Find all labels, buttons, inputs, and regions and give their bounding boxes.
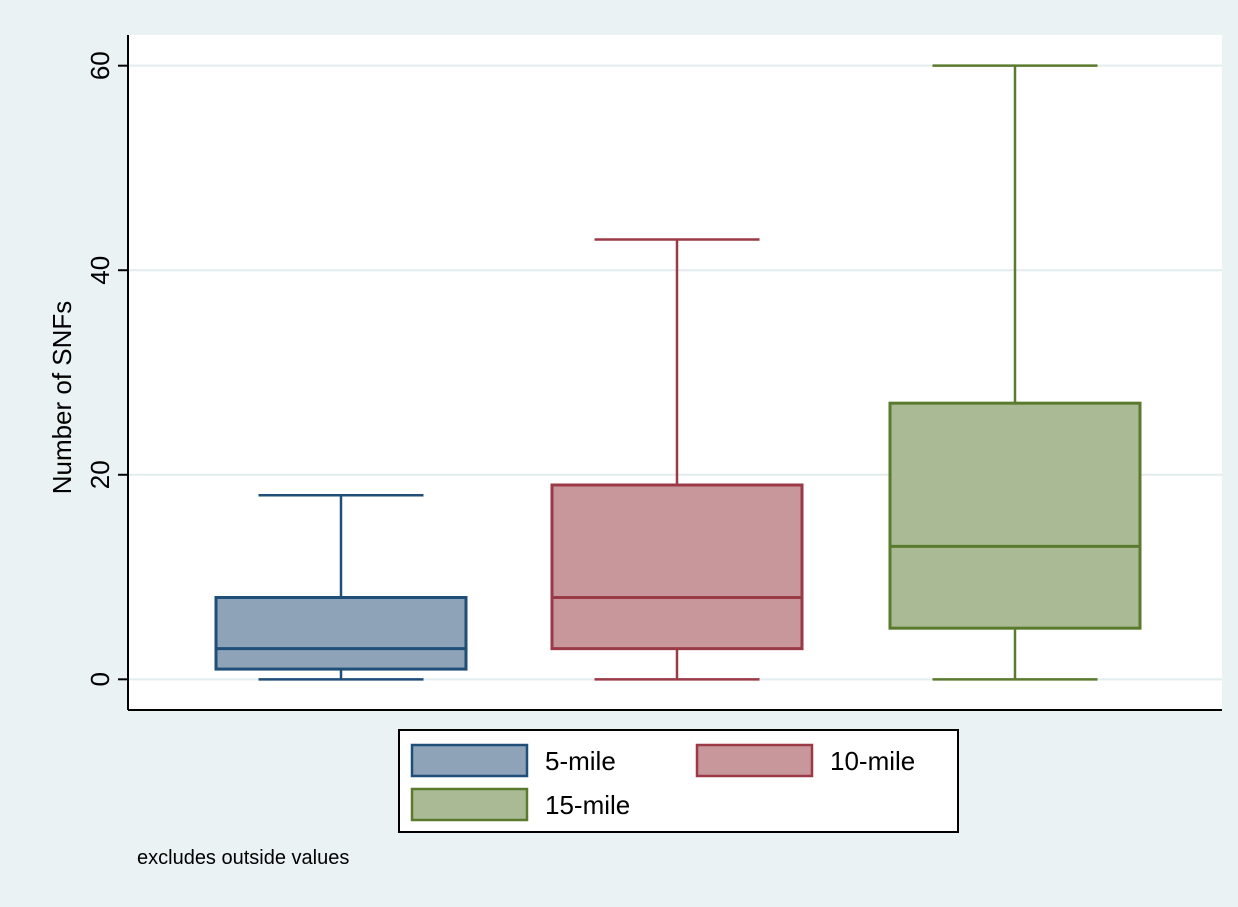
y-tick-label: 20	[85, 460, 115, 489]
box-5-mile	[214, 493, 468, 681]
legend: 5-mile 10-mile 15-mile	[398, 729, 959, 833]
legend-swatch	[410, 743, 529, 778]
legend-swatch	[410, 787, 529, 822]
legend-label: 10-mile	[830, 746, 915, 776]
y-axis-label: Number of SNFs	[47, 301, 77, 495]
box-15-mile	[888, 64, 1142, 681]
iqr-box	[214, 596, 468, 671]
boxes	[214, 64, 1142, 681]
legend-label: 5-mile	[545, 746, 616, 776]
y-tick-label: 60	[85, 51, 115, 80]
y-tick-label: 40	[85, 256, 115, 285]
legend-item-15-mile: 15-mile	[410, 787, 630, 822]
box-10-mile	[550, 238, 804, 681]
legend-swatch	[695, 743, 814, 778]
chart-note: excludes outside values	[137, 847, 349, 869]
iqr-box	[550, 483, 804, 651]
legend-item-10-mile: 10-mile	[695, 743, 915, 778]
axes: 0 20 40 60	[85, 35, 1222, 711]
legend-item-5-mile: 5-mile	[410, 743, 616, 778]
legend-label: 15-mile	[545, 790, 630, 820]
y-tick-label: 0	[85, 672, 115, 686]
iqr-box	[888, 401, 1142, 630]
